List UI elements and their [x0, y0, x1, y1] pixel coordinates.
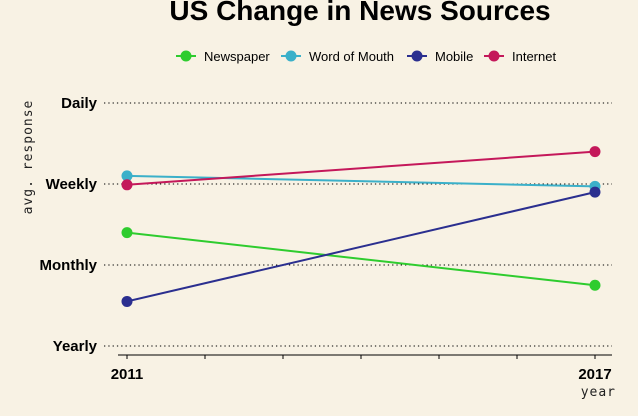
- legend-label: Word of Mouth: [309, 49, 394, 64]
- y-axis-ticks: Yearly Monthly Weekly Daily: [40, 95, 98, 355]
- x-tick-label: 2011: [111, 366, 144, 383]
- data-point-internet: [589, 146, 601, 158]
- data-point-mobile: [589, 186, 601, 198]
- legend-label: Newspaper: [204, 49, 270, 64]
- y-tick-label: Yearly: [53, 338, 98, 355]
- legend-item-word-of-mouth: Word of Mouth: [281, 49, 394, 64]
- legend-item-internet: Internet: [484, 49, 556, 64]
- y-tick-label: Weekly: [46, 176, 98, 193]
- y-tick-label: Monthly: [40, 257, 98, 274]
- legend-label: Internet: [512, 49, 556, 64]
- series-line-mobile: [126, 191, 596, 303]
- data-point-newspaper: [589, 279, 601, 291]
- legend-key-point: [488, 50, 500, 62]
- series-layer: [121, 146, 601, 307]
- series-line-word-of-mouth: [126, 174, 596, 188]
- legend: Newspaper Word of Mouth Mobile Internet: [176, 49, 556, 64]
- data-point-newspaper: [121, 227, 133, 239]
- x-axis-ticks: 2011 2017: [111, 355, 612, 383]
- legend-key-point: [285, 50, 297, 62]
- gridlines: [104, 102, 612, 347]
- legend-item-mobile: Mobile: [407, 49, 473, 64]
- x-tick-label: 2017: [578, 366, 611, 383]
- y-tick-label: Daily: [61, 95, 98, 112]
- series-line-newspaper: [126, 231, 596, 287]
- x-axis-label: year: [581, 385, 616, 400]
- data-point-mobile: [121, 295, 133, 307]
- y-axis-label: avg. response: [21, 100, 36, 215]
- legend-key-point: [180, 50, 192, 62]
- data-point-internet: [121, 179, 133, 191]
- chart-title: US Change in News Sources: [169, 0, 550, 26]
- data-point-word-of-mouth: [121, 170, 133, 182]
- legend-label: Mobile: [435, 49, 473, 64]
- series-line-internet: [126, 150, 596, 186]
- legend-item-newspaper: Newspaper: [176, 49, 270, 64]
- legend-key-point: [411, 50, 423, 62]
